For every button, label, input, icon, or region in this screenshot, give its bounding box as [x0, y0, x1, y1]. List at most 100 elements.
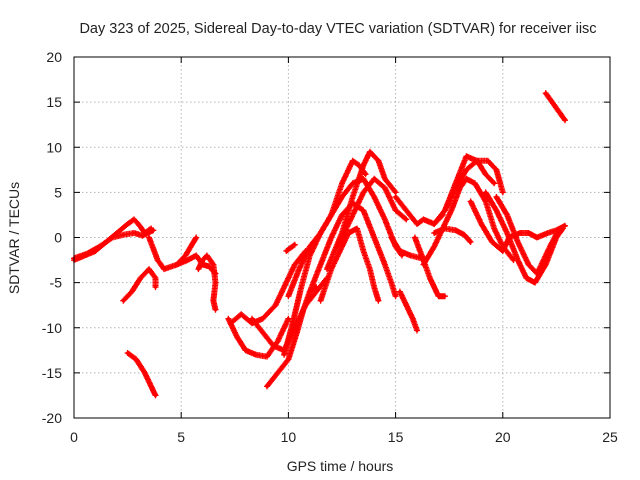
data-point	[394, 195, 398, 199]
data-point	[162, 267, 166, 271]
data-point	[415, 222, 419, 226]
series-markers	[71, 227, 157, 262]
data-point	[355, 226, 359, 231]
series-trace-20	[396, 288, 420, 334]
data-point	[505, 213, 509, 217]
data-point	[494, 195, 498, 199]
data-point	[207, 264, 211, 268]
data-point	[273, 303, 278, 307]
series-trace-25	[431, 225, 474, 245]
y-tick-label: 10	[46, 139, 62, 155]
data-point	[126, 222, 130, 226]
data-point	[301, 308, 306, 312]
data-point	[546, 231, 550, 235]
data-point	[432, 222, 436, 226]
data-point	[535, 235, 539, 240]
data-point	[141, 234, 145, 238]
data-point	[361, 177, 366, 181]
data-point	[340, 195, 344, 199]
data-point	[143, 371, 147, 375]
data-point	[254, 353, 258, 357]
data-point	[464, 154, 468, 158]
series-markers	[411, 234, 448, 300]
series-trace-12	[281, 157, 369, 358]
data-point	[136, 222, 140, 226]
y-tick-label: 5	[54, 184, 62, 200]
data-point	[421, 262, 426, 267]
data-point	[151, 228, 155, 232]
data-point	[346, 231, 351, 235]
data-point	[449, 208, 453, 213]
data-point	[194, 253, 198, 258]
data-point	[436, 294, 441, 298]
data-point	[372, 285, 376, 289]
series-trace-26	[467, 198, 568, 254]
data-point	[190, 243, 194, 247]
data-point	[361, 208, 366, 213]
data-point	[314, 285, 318, 289]
y-tick-label: -10	[42, 320, 62, 336]
data-point	[340, 181, 344, 185]
data-point	[85, 252, 89, 256]
data-point	[213, 308, 218, 312]
data-point	[383, 177, 387, 181]
x-tick-label: 5	[177, 429, 185, 445]
series-trace-30	[283, 241, 298, 254]
data-point	[297, 267, 301, 271]
data-point	[250, 317, 254, 321]
data-point	[415, 328, 419, 333]
data-point	[383, 186, 387, 190]
series-trace-29	[542, 90, 568, 124]
data-point	[394, 190, 398, 194]
data-point	[265, 384, 269, 389]
data-point	[469, 240, 473, 244]
data-point	[361, 190, 366, 194]
data-point	[443, 294, 447, 298]
data-point	[494, 208, 498, 213]
data-point	[561, 226, 565, 231]
data-point	[421, 217, 426, 222]
data-point	[293, 326, 297, 330]
series-trace-3	[120, 266, 159, 304]
data-point	[147, 267, 151, 271]
data-point	[383, 217, 387, 222]
x-tick-label: 25	[602, 429, 618, 445]
data-point	[516, 258, 520, 262]
data-point	[261, 317, 265, 321]
data-point	[196, 267, 200, 271]
data-point	[318, 299, 323, 303]
data-point	[501, 249, 505, 253]
series-trace-15	[317, 225, 382, 304]
data-point	[132, 217, 136, 222]
data-point	[494, 168, 498, 172]
series-markers	[396, 288, 420, 334]
data-point	[409, 253, 413, 258]
series-trace-7	[195, 252, 219, 313]
data-point	[318, 262, 323, 267]
data-point	[138, 276, 143, 280]
y-tick-label: 0	[54, 230, 62, 246]
data-point	[351, 195, 355, 199]
series-trace-2	[71, 227, 157, 262]
data-point	[475, 159, 479, 163]
data-point	[194, 235, 198, 240]
series-trace-8	[225, 315, 292, 360]
data-point	[404, 208, 408, 213]
data-point	[276, 339, 280, 343]
data-point	[518, 231, 522, 235]
x-tick-label: 10	[281, 429, 297, 445]
data-point	[473, 181, 477, 185]
data-point	[492, 226, 496, 231]
series-markers	[542, 90, 568, 124]
data-point	[443, 208, 447, 213]
data-point	[282, 285, 286, 289]
data-point	[389, 281, 393, 285]
data-point	[271, 344, 275, 348]
data-point	[526, 231, 531, 235]
data-point	[211, 299, 215, 303]
data-point	[383, 262, 387, 267]
data-point	[295, 330, 299, 334]
data-point	[153, 276, 158, 280]
data-point	[548, 244, 552, 249]
data-point	[432, 285, 436, 289]
